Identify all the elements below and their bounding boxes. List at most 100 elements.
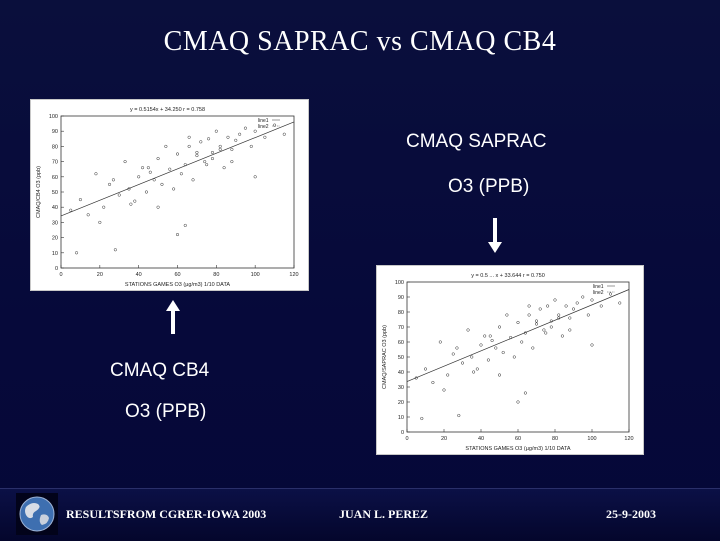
data-point [414,376,418,380]
data-point [608,292,613,296]
x-tick-label: 20 [97,272,103,278]
data-point [187,135,191,139]
data-point [581,295,585,299]
x-tick-label: 60 [174,272,180,278]
data-point [214,129,218,133]
data-point [457,413,461,418]
data-point [472,370,476,374]
data-point [156,205,160,209]
y-tick-label: 40 [52,205,58,211]
data-point [553,298,557,302]
legend-entry: line2 [593,290,604,296]
y-tick-label: 100 [395,280,404,286]
y-tick-label: 70 [398,325,404,331]
data-point [599,304,603,308]
data-point [273,123,277,127]
data-point [199,140,203,144]
fit-line [406,289,630,382]
data-point [542,328,546,332]
data-point [590,298,594,302]
y-tick-label: 80 [52,144,58,150]
data-point [568,328,572,332]
chart-title: y = 0.5154x + 34.250 r = 0.758 [130,107,205,113]
data-point [571,307,576,311]
data-point [494,346,498,350]
y-tick-label: 20 [52,236,58,242]
data-point [141,166,145,170]
data-point [218,147,222,151]
data-point [195,150,199,155]
data-point [544,331,548,335]
data-point [557,316,561,320]
data-point [531,346,535,350]
data-point [230,147,234,151]
plot-saprac: 0 20 40 60 80 100 120 0 10 20 30 40 50 60 70 80 90 100 y =… [376,265,644,455]
data-point [466,328,470,332]
data-point [86,213,90,217]
data-point [187,144,191,148]
y-tick-label: 60 [398,340,404,346]
y-axis-label: CMAQ/SAPRAC O3 (ppb) [382,325,388,389]
data-point [172,187,176,191]
data-point [455,346,459,350]
footer-date: 25-9-2003 [606,507,656,521]
x-tick-label: 40 [136,272,142,278]
data-point [546,304,550,308]
data-point [442,388,446,392]
data-point [133,199,137,203]
arrow-up-icon [166,300,180,334]
data-point [98,220,102,224]
data-point [527,304,531,308]
data-point [175,152,180,156]
data-point [512,355,516,359]
x-tick-label: 100 [251,272,260,278]
data-point [538,307,542,311]
x-tick-label: 20 [441,436,447,442]
saprac-label-line1: CMAQ SAPRAC [406,131,547,152]
y-tick-label: 100 [49,114,58,120]
footer-center-text: JUAN L. PEREZ [339,507,429,521]
data-point [117,193,121,197]
data-point [460,361,465,365]
footer: RESULTSFROM CGRER-IOWA 2003 JUAN L. PERE… [0,488,720,541]
data-point [164,144,168,148]
data-point [234,138,238,142]
y-tick-label: 50 [52,190,58,196]
data-point [107,182,112,186]
y-tick-label: 20 [398,400,404,406]
data-point [431,380,435,385]
scatter-chart-cb4: 0 20 40 60 80 100 120 0 10 20 30 40 50 60 70 80 90 100 y =… [36,107,299,288]
data-point [575,301,579,305]
data-point [549,325,553,329]
y-tick-label: 50 [398,355,404,361]
data-point [497,325,502,329]
data-point [420,416,424,421]
data-point [137,175,141,179]
data-point [111,178,115,182]
data-point [560,334,564,338]
plot-cb4: 0 20 40 60 80 100 120 0 10 20 30 40 50 60 70 80 90 100 y =… [30,99,309,291]
y-tick-label: 10 [52,251,58,257]
x-tick-label: 40 [478,436,484,442]
legend-entry: line1 [258,118,269,124]
x-axis-label: STATIONS GAMES O3 (µg/m3) 1/10 DATA [125,282,230,288]
legend-entry: line2 [258,124,269,130]
data-point [152,178,156,182]
data-point [102,205,106,209]
data-point [564,304,568,308]
data-point [148,170,152,174]
y-tick-label: 0 [401,430,404,436]
y-tick-label: 80 [398,310,404,316]
footer-bar [0,488,720,541]
data-point [207,137,211,141]
plot-frame [406,281,630,433]
data-point [282,132,286,136]
data-point [94,172,98,176]
x-tick-label: 120 [624,436,633,442]
footer-left-text: RESULTSFROM CGRER-IOWA 2003 [66,507,267,521]
y-tick-label: 30 [398,385,404,391]
y-tick-label: 0 [55,266,58,272]
data-point [488,334,492,338]
data-point [557,313,561,317]
chart-title: y = 0.5 ... x + 33.644 r = 0.750 [471,273,545,279]
